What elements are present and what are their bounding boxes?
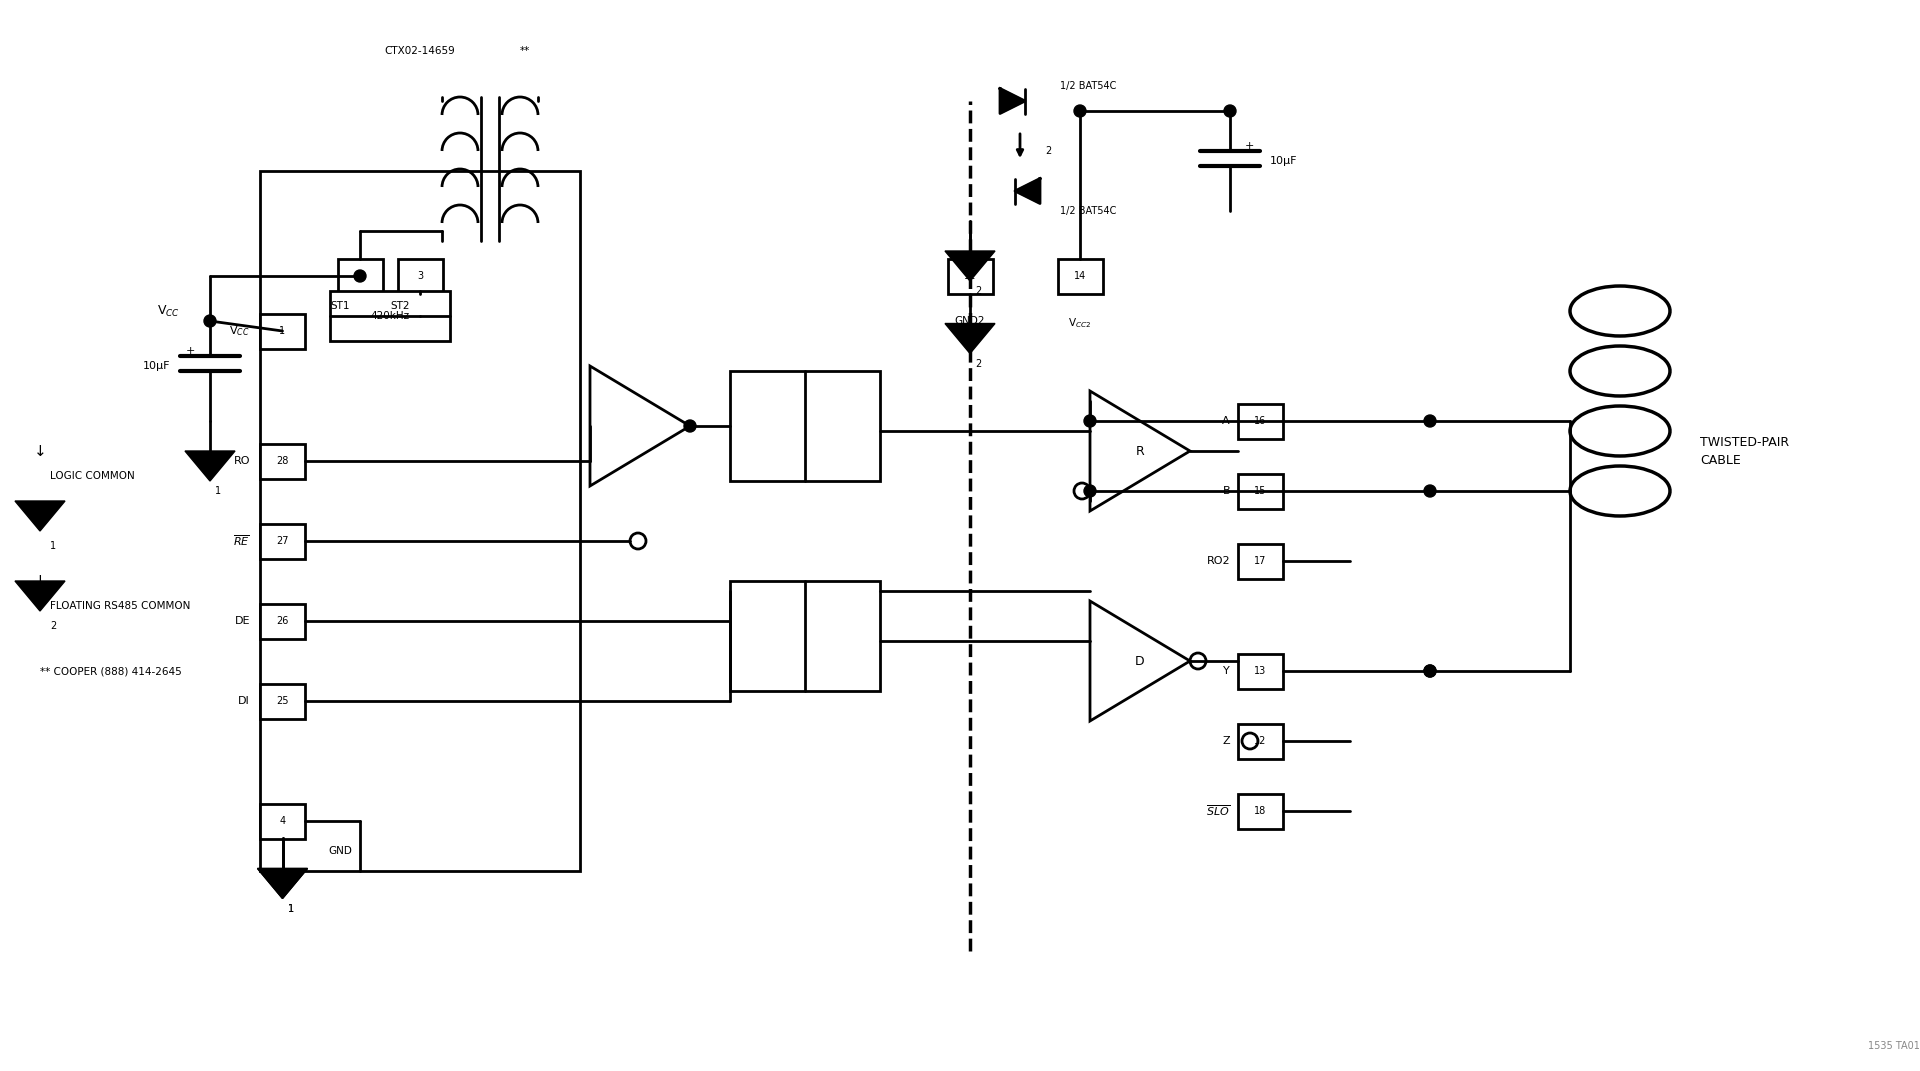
Text: 1: 1 [280, 326, 286, 336]
Bar [338, 258, 382, 293]
Polygon shape [945, 323, 995, 353]
Text: 3: 3 [417, 271, 422, 281]
Circle shape [1085, 485, 1096, 497]
Circle shape [1425, 414, 1436, 427]
Text: GND: GND [328, 846, 351, 856]
Text: 26: 26 [276, 616, 288, 627]
Bar [1238, 653, 1283, 689]
Text: D: D [1135, 654, 1144, 667]
Text: CTX02-14659: CTX02-14659 [384, 46, 455, 56]
Bar [730, 371, 879, 481]
Circle shape [684, 420, 695, 432]
Text: ↓: ↓ [35, 573, 46, 588]
Text: 1/2 BAT54C: 1/2 BAT54C [1060, 81, 1116, 91]
Polygon shape [1000, 89, 1025, 114]
Polygon shape [184, 451, 234, 481]
Text: **: ** [520, 46, 530, 56]
Text: 16: 16 [1254, 416, 1265, 426]
Text: ST1: ST1 [330, 301, 349, 311]
Bar [397, 258, 442, 293]
Text: +: + [1244, 141, 1254, 151]
Circle shape [353, 270, 367, 282]
Bar [947, 258, 993, 293]
Text: 10μF: 10μF [142, 361, 171, 371]
Bar [259, 314, 305, 348]
Circle shape [1425, 665, 1436, 677]
Text: ** COOPER (888) 414-2645: ** COOPER (888) 414-2645 [40, 666, 182, 676]
Bar [1238, 543, 1283, 578]
Bar [1238, 404, 1283, 438]
Text: 2: 2 [975, 286, 981, 296]
Text: ↓: ↓ [35, 443, 46, 458]
Text: RO2: RO2 [1206, 556, 1231, 565]
Text: 10μF: 10μF [1269, 156, 1298, 166]
Circle shape [1425, 665, 1436, 677]
Text: ST2: ST2 [390, 301, 409, 311]
Text: 420kHz: 420kHz [371, 311, 409, 321]
Bar [259, 603, 305, 638]
Text: TWISTED-PAIR
CABLE: TWISTED-PAIR CABLE [1699, 436, 1789, 467]
Bar [259, 171, 580, 871]
Text: RO: RO [234, 456, 250, 466]
Text: 2: 2 [975, 359, 981, 368]
Text: V$_{CC}$: V$_{CC}$ [157, 303, 180, 318]
Text: 11: 11 [964, 271, 975, 281]
Polygon shape [15, 580, 65, 610]
Text: 17: 17 [1254, 556, 1265, 565]
Circle shape [204, 315, 215, 327]
Text: DE: DE [234, 616, 250, 627]
Bar [1238, 794, 1283, 829]
Text: 2: 2 [50, 621, 56, 631]
Bar [259, 443, 305, 479]
Bar [259, 683, 305, 719]
Polygon shape [257, 869, 307, 899]
Polygon shape [945, 251, 995, 281]
Bar [259, 803, 305, 839]
Text: V$_{CC}$: V$_{CC}$ [230, 325, 250, 337]
Text: LOGIC COMMON: LOGIC COMMON [50, 471, 134, 481]
Text: Z: Z [1223, 736, 1231, 746]
Text: Y: Y [1223, 666, 1231, 676]
Bar [1058, 258, 1102, 293]
Polygon shape [1016, 179, 1041, 203]
Text: R: R [1135, 444, 1144, 457]
Text: 2: 2 [357, 271, 363, 281]
Text: $\overline{RE}$: $\overline{RE}$ [232, 533, 250, 548]
Bar [1238, 724, 1283, 758]
Polygon shape [257, 869, 307, 899]
Text: +: + [186, 346, 196, 356]
Text: 28: 28 [276, 456, 288, 466]
Circle shape [1073, 105, 1087, 117]
Text: GND2: GND2 [954, 316, 985, 326]
Text: 14: 14 [1073, 271, 1087, 281]
Circle shape [1425, 485, 1436, 497]
Text: 4: 4 [280, 816, 286, 826]
Text: V$_{CC2}$: V$_{CC2}$ [1068, 316, 1092, 330]
Text: 1: 1 [215, 486, 221, 496]
Polygon shape [15, 501, 65, 531]
Text: 1: 1 [50, 541, 56, 550]
Circle shape [1085, 414, 1096, 427]
Text: 1: 1 [288, 904, 294, 914]
Text: 18: 18 [1254, 806, 1265, 816]
Text: B: B [1223, 486, 1231, 496]
Bar [730, 580, 879, 691]
Text: 13: 13 [1254, 666, 1265, 676]
Text: A: A [1223, 416, 1231, 426]
Text: DI: DI [238, 696, 250, 706]
Text: 15: 15 [1254, 486, 1265, 496]
Circle shape [1225, 105, 1236, 117]
Bar [1238, 473, 1283, 509]
Bar [259, 524, 305, 558]
Bar [330, 291, 449, 341]
Text: $\overline{SLO}$: $\overline{SLO}$ [1206, 803, 1231, 818]
Text: 27: 27 [276, 536, 288, 546]
Text: 1/2 BAT54C: 1/2 BAT54C [1060, 206, 1116, 216]
Text: 2: 2 [1044, 146, 1052, 156]
Text: 1: 1 [288, 904, 294, 914]
Text: 12: 12 [1254, 736, 1265, 746]
Text: 25: 25 [276, 696, 288, 706]
Text: 1535 TA01: 1535 TA01 [1868, 1041, 1920, 1051]
Text: FLOATING RS485 COMMON: FLOATING RS485 COMMON [50, 601, 190, 610]
